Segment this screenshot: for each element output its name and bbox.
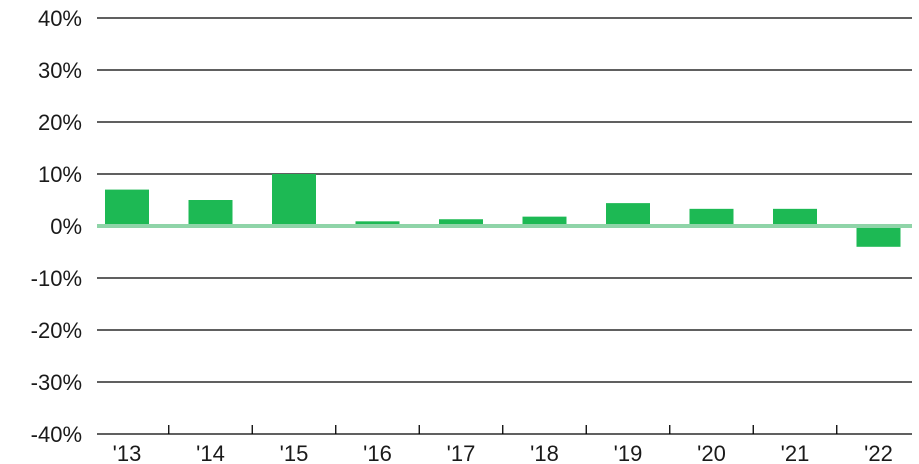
x-tick-label: '20 bbox=[697, 441, 726, 464]
x-tick-label: '15 bbox=[280, 441, 309, 464]
bars bbox=[105, 174, 901, 247]
bar bbox=[188, 200, 233, 226]
bar bbox=[272, 174, 316, 226]
y-tick-label: 20% bbox=[38, 110, 82, 135]
bar bbox=[773, 208, 817, 226]
x-tick-label: '21 bbox=[781, 441, 810, 464]
y-axis-labels: 40% 30% 20% 10% 0% -10% -20% -30% -40% bbox=[31, 6, 82, 447]
y-tick-label: -10% bbox=[31, 266, 82, 291]
x-tick-label: '14 bbox=[196, 441, 225, 464]
bar bbox=[522, 216, 567, 226]
bar bbox=[105, 189, 149, 226]
x-tick-label: '18 bbox=[530, 441, 559, 464]
grid-lines bbox=[97, 17, 912, 383]
y-tick-label: -20% bbox=[31, 318, 82, 343]
x-tick-label: '17 bbox=[447, 441, 476, 464]
x-tick-label: '19 bbox=[614, 441, 643, 464]
bar bbox=[856, 226, 901, 247]
x-tick-label: '13 bbox=[113, 441, 142, 464]
bar bbox=[689, 208, 734, 226]
bar bbox=[355, 221, 400, 226]
y-tick-label: 30% bbox=[38, 58, 82, 83]
x-axis: '13 '14 '15 '16 '17 '18 '19 '20 '21 '22 bbox=[97, 425, 912, 464]
x-tick-label: '22 bbox=[864, 441, 893, 464]
bar bbox=[606, 203, 650, 226]
y-tick-label: -30% bbox=[31, 370, 82, 395]
x-tick-label: '16 bbox=[363, 441, 392, 464]
y-tick-label: 10% bbox=[38, 162, 82, 187]
y-tick-label: 40% bbox=[38, 6, 82, 31]
y-tick-label: -40% bbox=[31, 422, 82, 447]
bar bbox=[439, 219, 483, 226]
y-tick-label: 0% bbox=[50, 214, 82, 239]
